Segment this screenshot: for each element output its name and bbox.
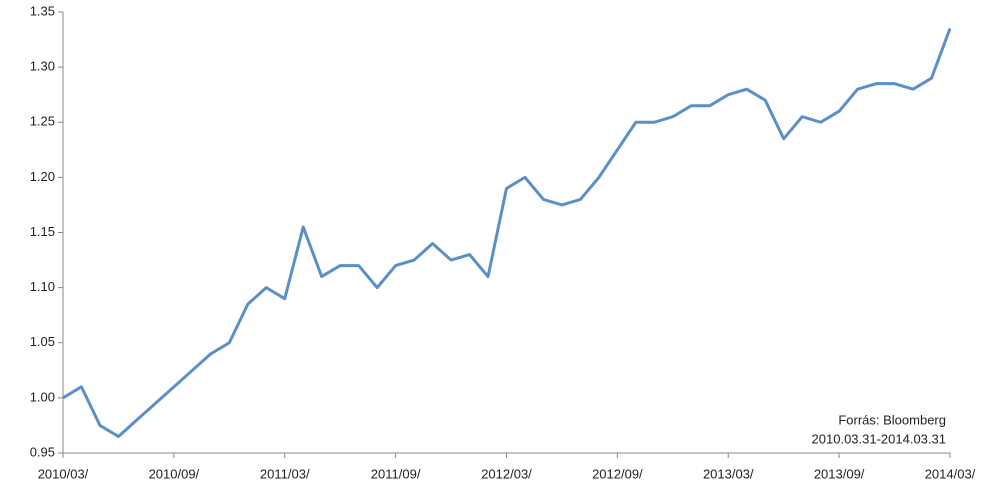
y-tick-label: 1.25 <box>30 114 55 129</box>
annotation: Forrás: Bloomberg <box>838 412 946 427</box>
y-tick-label: 1.20 <box>30 169 55 184</box>
x-tick-label: 2012/09/ <box>592 466 643 481</box>
annotation: 2010.03.31-2014.03.31 <box>812 431 946 446</box>
x-tick-label: 2011/03/ <box>260 466 310 481</box>
x-tick-label: 2012/03/ <box>481 466 532 481</box>
x-tick-label: 2013/03/ <box>703 466 754 481</box>
y-tick-label: 1.05 <box>30 334 55 349</box>
y-tick-label: 1.10 <box>30 279 55 294</box>
x-tick-label: 2011/09/ <box>371 466 421 481</box>
y-tick-label: 0.95 <box>30 444 55 459</box>
y-tick-label: 1.35 <box>30 3 55 18</box>
line <box>62 28 952 438</box>
y-tick-label: 1.30 <box>30 59 55 74</box>
y-tick-label: 1.15 <box>30 224 55 239</box>
y-tick-label: 1.00 <box>30 389 55 404</box>
x-tick-label: 2013/09/ <box>814 466 865 481</box>
x-tick-label: 2010/09/ <box>149 466 200 481</box>
x-tick-label: 2010/03/ <box>38 466 89 481</box>
x-tick-label: 2014/03/ <box>925 466 976 481</box>
